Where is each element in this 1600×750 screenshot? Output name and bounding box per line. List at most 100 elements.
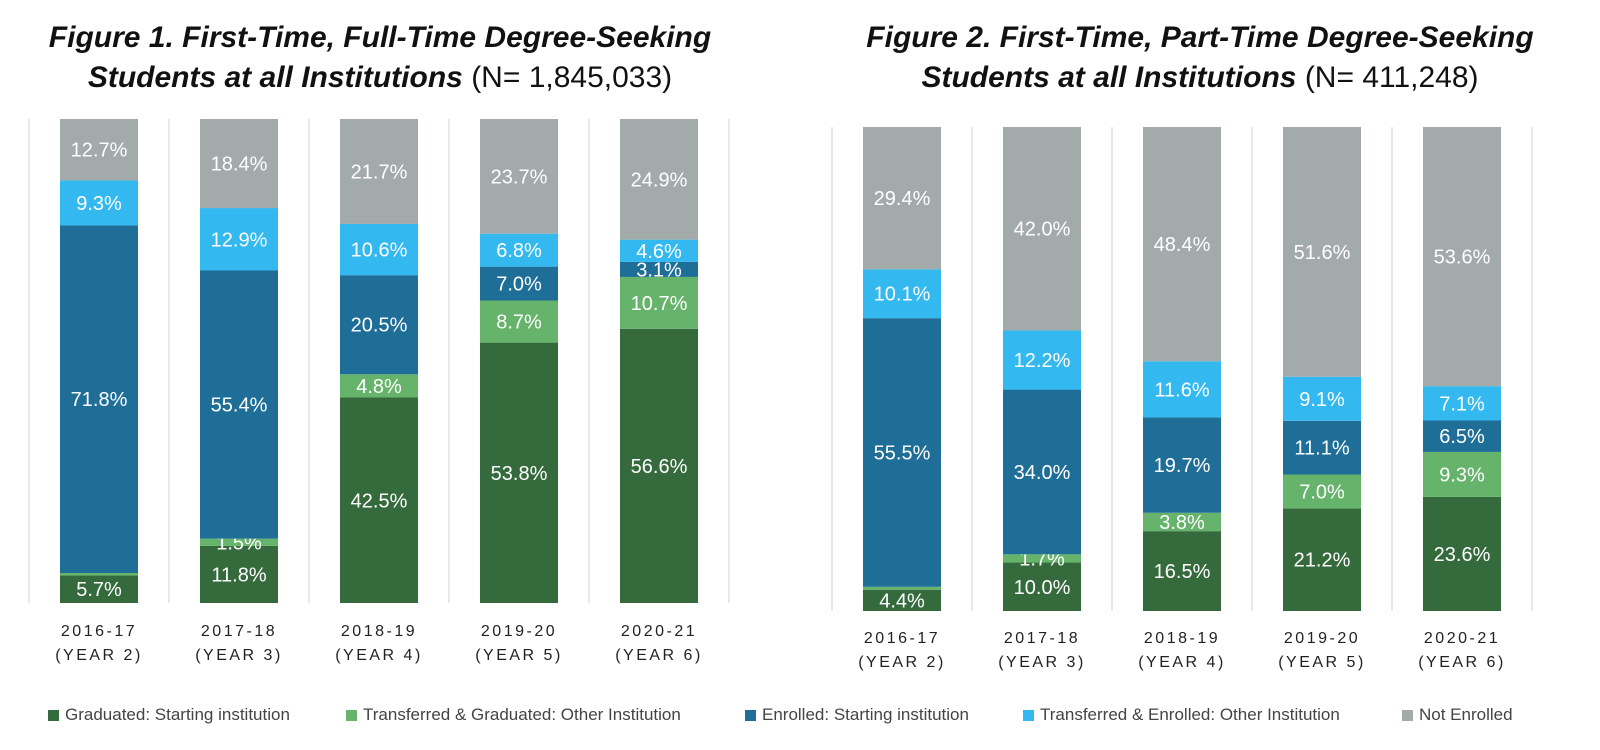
data-label: 11.6%	[1154, 379, 1209, 401]
bar-segment	[1283, 474, 1361, 509]
category-label: 2018-19	[341, 623, 417, 640]
data-label: 7.0%	[496, 274, 542, 296]
data-label: 18.4%	[211, 154, 268, 176]
data-label: 21.7%	[351, 161, 408, 183]
legend-item-not-enrolled: Not Enrolled	[1402, 705, 1513, 725]
category-label: 2019-20	[481, 623, 557, 640]
data-label: 55.4%	[211, 395, 268, 417]
figure-1-title: Figure 1. First-Time, Full-Time Degree-S…	[30, 18, 730, 98]
bar-segment	[340, 275, 418, 375]
data-label: 10.1%	[874, 284, 931, 306]
bar-segment	[620, 119, 698, 240]
bar-segment	[340, 374, 418, 398]
bar-segment	[1423, 386, 1501, 421]
category-sublabel: (YEAR 2)	[55, 647, 143, 664]
bar-segment	[200, 545, 278, 603]
bar-segment	[1003, 554, 1081, 563]
legend-item-transferred-graduated: Transferred & Graduated: Other Instituti…	[346, 705, 681, 725]
data-label: 23.7%	[491, 166, 548, 188]
category-sublabel: (YEAR 2)	[858, 654, 946, 671]
bar-segment	[863, 127, 941, 270]
bar-segment	[480, 300, 558, 343]
bar-segment	[620, 276, 698, 329]
category-sublabel: (YEAR 3)	[998, 654, 1086, 671]
category-sublabel: (YEAR 3)	[195, 647, 283, 664]
bar-segment	[200, 270, 278, 539]
data-label: 6.5%	[1439, 426, 1485, 448]
bar-segment	[60, 575, 138, 603]
data-label: 56.6%	[631, 456, 688, 478]
figure-2-n-label: (N= 411,248)	[1304, 61, 1479, 94]
figure-1-title-line1: Figure 1. First-Time, Full-Time Degree-S…	[48, 21, 712, 54]
category-label: 2020-21	[1424, 630, 1500, 647]
bar-segment	[1423, 127, 1501, 387]
data-label: 11.8%	[211, 564, 266, 586]
bar-segment	[1283, 420, 1361, 475]
bar-segment	[60, 572, 138, 576]
bar-segment	[1143, 127, 1221, 362]
data-label: 4.8%	[356, 376, 402, 398]
bar-segment	[1423, 451, 1501, 497]
data-label: 10.0%	[1014, 577, 1071, 599]
charts-canvas: 5.7%71.8%9.3%12.7%2016-17(YEAR 2)11.8%1.…	[28, 119, 1533, 671]
bar-segment	[1423, 420, 1501, 452]
data-label: 55.5%	[874, 442, 931, 464]
bar-segment	[863, 269, 941, 319]
data-label: 12.9%	[211, 229, 268, 251]
data-label: 34.0%	[1014, 462, 1071, 484]
legend-item-graduated-starting: Graduated: Starting institution	[48, 705, 290, 725]
data-label: 23.6%	[1434, 544, 1491, 566]
data-label: 4.4%	[879, 590, 925, 612]
data-label: 3.8%	[1159, 512, 1205, 534]
bar-segment	[1143, 531, 1221, 611]
bar-segment	[620, 261, 698, 277]
bar-segment	[200, 119, 278, 209]
bar-segment	[1143, 512, 1221, 532]
legend-swatch	[48, 709, 59, 721]
category-sublabel: (YEAR 5)	[475, 647, 563, 664]
data-label: 42.5%	[351, 490, 408, 512]
bar-segment	[480, 266, 558, 301]
data-label: 24.9%	[631, 169, 688, 191]
figure-2-title-line2: Students at all Institutions	[921, 61, 1297, 94]
bar-segment	[1283, 376, 1361, 421]
bar-segment	[340, 397, 418, 603]
data-label: 42.0%	[1014, 219, 1071, 241]
legend-swatch	[346, 709, 357, 721]
figure-1-title-line2: Students at all Institutions	[87, 61, 463, 94]
bar-segment	[1003, 389, 1081, 555]
data-label: 11.1%	[1294, 438, 1349, 460]
bar-segment	[480, 233, 558, 267]
bar-segment	[1423, 496, 1501, 611]
data-label: 7.1%	[1439, 393, 1485, 415]
category-label: 2019-20	[1284, 630, 1360, 647]
legend-label: Enrolled: Starting institution	[762, 705, 969, 724]
category-sublabel: (YEAR 4)	[1138, 654, 1226, 671]
data-label: 8.7%	[496, 312, 542, 334]
legend: Graduated: Starting institution Transfer…	[0, 705, 1600, 735]
legend-item-transferred-enrolled: Transferred & Enrolled: Other Institutio…	[1023, 705, 1340, 725]
data-label: 21.2%	[1294, 550, 1351, 572]
bar-segment	[1143, 417, 1221, 513]
bar-segment	[60, 119, 138, 181]
data-label: 71.8%	[71, 389, 128, 411]
data-label: 53.6%	[1434, 247, 1491, 269]
data-label: 6.8%	[496, 240, 542, 262]
data-label: 20.5%	[351, 315, 408, 337]
bar-segment	[480, 119, 558, 234]
category-sublabel: (YEAR 6)	[1418, 654, 1506, 671]
data-label: 10.6%	[351, 240, 408, 262]
bar-segment	[1003, 562, 1081, 611]
legend-label: Transferred & Graduated: Other Instituti…	[363, 705, 681, 724]
data-label: 48.4%	[1154, 234, 1211, 256]
data-label: 4.6%	[636, 241, 682, 263]
legend-label: Graduated: Starting institution	[65, 705, 290, 724]
legend-label: Not Enrolled	[1419, 705, 1513, 724]
bar-segment	[60, 180, 138, 226]
figure-2-title-line1: Figure 2. First-Time, Part-Time Degree-S…	[866, 21, 1534, 54]
legend-swatch	[1402, 709, 1413, 721]
bar-segment	[620, 239, 698, 262]
bar-segment	[863, 586, 941, 590]
data-label: 9.1%	[1299, 389, 1345, 411]
bar-segment	[863, 589, 941, 611]
